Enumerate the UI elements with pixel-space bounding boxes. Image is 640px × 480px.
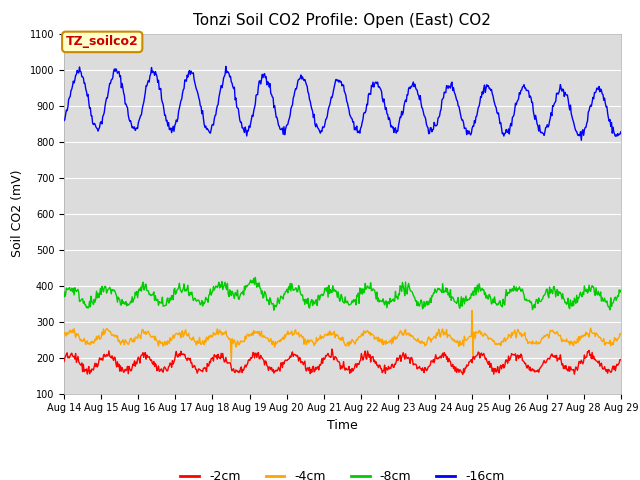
Title: Tonzi Soil CO2 Profile: Open (East) CO2: Tonzi Soil CO2 Profile: Open (East) CO2 [193, 13, 492, 28]
Y-axis label: Soil CO2 (mV): Soil CO2 (mV) [12, 170, 24, 257]
Legend: -2cm, -4cm, -8cm, -16cm: -2cm, -4cm, -8cm, -16cm [175, 465, 509, 480]
X-axis label: Time: Time [327, 419, 358, 432]
Text: TZ_soilco2: TZ_soilco2 [66, 36, 139, 48]
